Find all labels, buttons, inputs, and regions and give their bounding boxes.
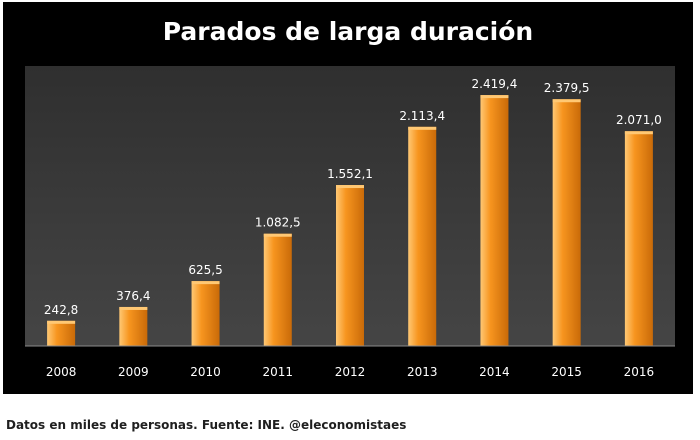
x-tick-label-2011: 2011 [263,365,294,379]
value-label-2015: 2.379,5 [544,81,590,95]
bar-cap-2012 [336,185,364,189]
bar-cap-2013 [408,126,437,130]
x-tick-label-2013: 2013 [407,365,438,379]
bar-2012 [336,185,364,346]
value-label-2014: 2.419,4 [472,77,518,91]
x-tick-label-2016: 2016 [624,365,655,379]
bar-cap-2008 [47,320,76,324]
value-label-2009: 376,4 [116,289,150,303]
x-tick-label-2015: 2015 [551,365,582,379]
value-labels-group: 242,8 376,4 625,5 1.082,5 1.552,1 2.113,4 2.41… [44,77,662,317]
value-label-2016: 2.071,0 [616,113,662,127]
bars-group [47,95,653,347]
value-label-2012: 1.552,1 [327,167,373,181]
value-label-2011: 1.082,5 [255,216,301,230]
value-label-2013: 2.113,4 [399,109,445,123]
value-label-2008: 242,8 [44,303,78,317]
x-tick-labels-group: 2008 2009 2010 2011 2012 2013 2014 2015 2016 [46,365,654,379]
bar-2014 [480,95,509,346]
bar-cap-2010 [191,281,220,285]
bar-cap-2016 [624,131,653,135]
bar-cap-2014 [480,95,509,99]
x-tick-label-2009: 2009 [118,365,149,379]
bar-2015 [552,99,581,347]
bar-2009 [119,306,148,346]
x-tick-label-2014: 2014 [479,365,510,379]
bar-2008 [47,320,76,346]
bar-2013 [408,126,437,346]
footnote: Datos en miles de personas. Fuente: INE.… [6,418,407,432]
x-tick-label-2012: 2012 [335,365,366,379]
bar-chart: Parados de larga duración 242,8 376,4 625,… [25,17,675,379]
bar-2010 [191,281,220,346]
bar-cap-2009 [119,306,148,310]
bar-2011 [263,233,292,346]
bar-2016 [624,131,653,346]
x-tick-label-2010: 2010 [190,365,221,379]
bar-cap-2015 [552,99,581,103]
x-tick-label-2008: 2008 [46,365,77,379]
bar-cap-2011 [263,233,292,237]
chart-frame: Parados de larga duración 242,8 376,4 625,… [3,2,693,394]
chart-title: Parados de larga duración [163,17,533,46]
value-label-2010: 625,5 [188,263,222,277]
